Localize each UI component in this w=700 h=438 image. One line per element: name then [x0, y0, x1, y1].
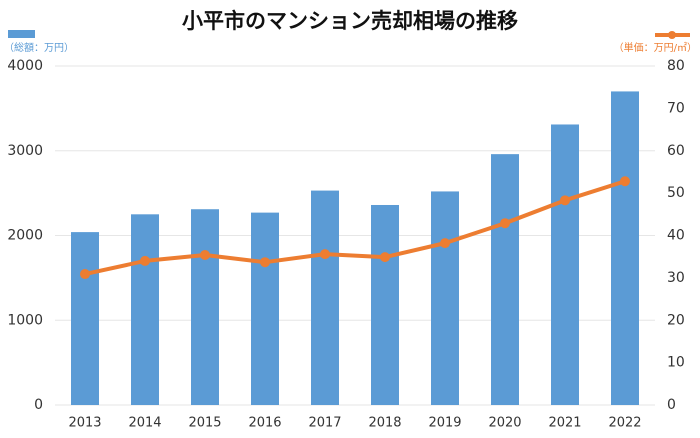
- bar: [611, 91, 639, 406]
- line: [84, 179, 626, 277]
- point: [560, 195, 570, 206]
- point: [80, 269, 90, 280]
- legend-marker: [668, 31, 676, 39]
- legend-swatch: [8, 30, 35, 38]
- x-tick-label: 2017: [308, 416, 341, 431]
- y2-tick-label: 60: [667, 143, 685, 159]
- y2-tick-label: 80: [667, 58, 685, 74]
- point: [380, 252, 390, 263]
- y2-tick-label: 40: [667, 228, 685, 244]
- y2-tick-label: 30: [667, 270, 685, 286]
- bar: [71, 232, 99, 405]
- x-tick-label: 2014: [128, 416, 161, 431]
- bar: [131, 214, 159, 405]
- x-tick-label: 2021: [548, 416, 581, 431]
- y-tick-label: 4000: [7, 58, 43, 74]
- point: [320, 249, 330, 260]
- point: [620, 176, 630, 187]
- x-tick-label: 2013: [68, 416, 101, 431]
- bar: [311, 190, 339, 405]
- y-tick-label: 2000: [7, 228, 43, 244]
- legend-label: （単価：万円/㎡）: [614, 41, 697, 54]
- bar: [431, 191, 459, 405]
- y2-tick-label: 0: [667, 397, 676, 413]
- bar: [491, 154, 519, 405]
- x-tick-label: 2015: [188, 416, 221, 431]
- x-tick-label: 2018: [368, 416, 401, 431]
- x-tick-label: 2022: [608, 416, 641, 431]
- point: [500, 218, 510, 229]
- y-tick-label: 1000: [7, 312, 43, 328]
- bar: [251, 212, 279, 405]
- y2-tick-label: 50: [667, 185, 685, 201]
- point: [260, 257, 270, 268]
- x-tick-label: 2016: [248, 416, 281, 431]
- bar: [191, 209, 219, 405]
- y2-tick-label: 20: [667, 312, 685, 328]
- bar: [371, 204, 399, 405]
- y-tick-label: 0: [34, 397, 43, 413]
- x-tick-label: 2019: [428, 416, 461, 431]
- point: [140, 255, 150, 266]
- y2-tick-label: 10: [667, 355, 685, 371]
- y-tick-label: 3000: [7, 143, 43, 159]
- bar: [551, 124, 579, 405]
- y2-tick-label: 70: [667, 100, 685, 116]
- point: [200, 249, 210, 260]
- point: [440, 238, 450, 249]
- chart-title: 小平市のマンション売却相場の推移: [182, 9, 518, 33]
- legend-label: （総額：万円）: [4, 41, 74, 54]
- x-tick-label: 2020: [488, 416, 521, 431]
